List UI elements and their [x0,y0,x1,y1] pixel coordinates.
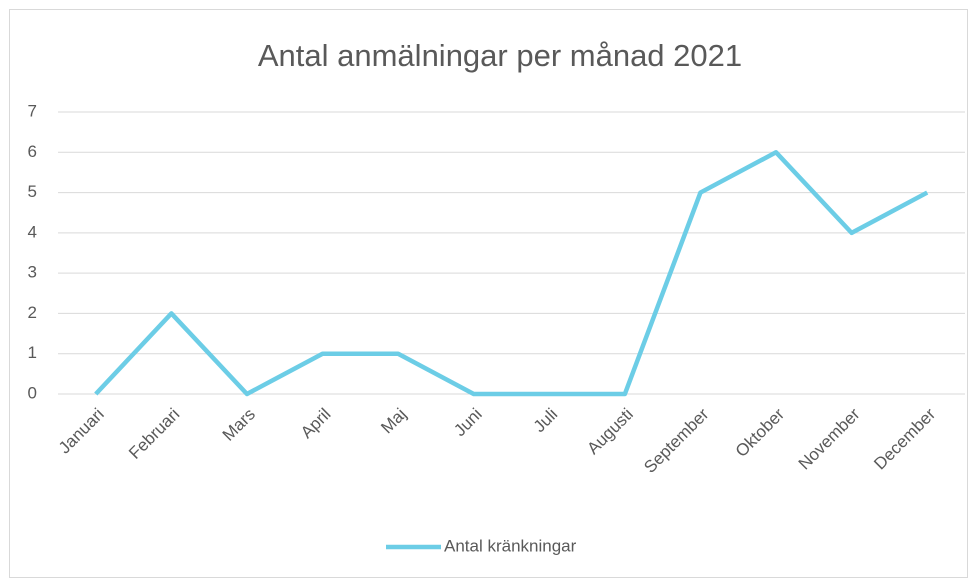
y-tick-label: 5 [28,182,37,201]
y-tick-label: 4 [28,222,37,241]
y-tick-label: 7 [28,101,37,120]
legend-label: Antal kränkningar [444,536,577,555]
chart-title: Antal anmälningar per månad 2021 [258,38,742,73]
y-tick-label: 3 [28,263,37,282]
chart-border [9,9,968,578]
y-tick-label: 6 [28,142,37,161]
line-series [94,150,929,397]
y-tick-label: 0 [28,383,37,402]
y-tick-label: 1 [28,343,37,362]
y-tick-label: 2 [28,303,37,322]
